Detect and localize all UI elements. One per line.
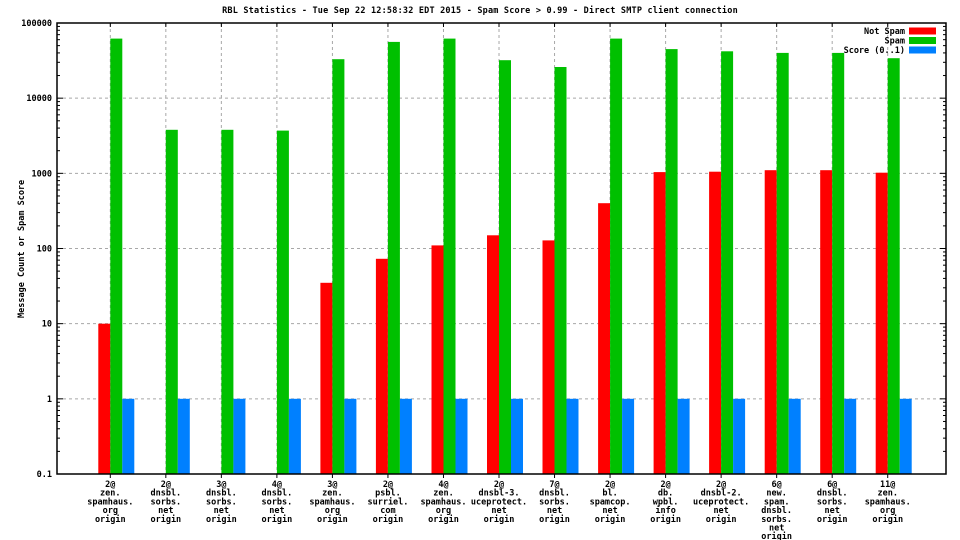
bar-spam <box>165 129 178 475</box>
bar-score-0-1 <box>566 398 579 474</box>
bar-spam <box>776 52 789 475</box>
bar-not-spam <box>542 240 555 474</box>
x-category-label: 7@ dnsbl. sorbs. net origin <box>539 480 570 525</box>
bar-score-0-1 <box>788 398 801 474</box>
legend-label-spam: Spam <box>885 37 905 47</box>
bar-spam <box>665 49 678 474</box>
x-category-label: 3@ zen. spamhaus. org origin <box>309 480 355 525</box>
x-category-label: 2@ dnsbl-3. uceprotect. net origin <box>471 480 527 525</box>
bar-not-spam <box>764 170 777 474</box>
bar-score-0-1 <box>288 398 301 474</box>
bar-not-spam <box>709 171 722 474</box>
y-tick-label: 10 <box>42 320 52 330</box>
legend-label-score-0-1: Score (0..1) <box>844 46 905 56</box>
x-category-label: 6@ new. spam. dnsbl. sorbs. net origin <box>761 480 792 540</box>
y-tick-label: 1 <box>47 395 52 405</box>
bar-score-0-1 <box>677 398 690 474</box>
y-tick-label: 1000 <box>32 169 52 179</box>
x-category-label: 2@ dnsbl. sorbs. net origin <box>150 480 181 525</box>
y-tick-label: 100000 <box>21 19 52 29</box>
bar-spam <box>387 41 400 475</box>
y-tick-label: 100 <box>37 245 52 255</box>
x-category-label: 2@ db. wpbl. info origin <box>650 480 681 525</box>
x-category-label: 2@ bl. spamcop. net origin <box>590 480 631 525</box>
bar-score-0-1 <box>177 398 190 474</box>
bar-score-0-1 <box>122 398 135 474</box>
x-category-label: 4@ zen. spamhaus. org origin <box>420 480 466 525</box>
y-tick-label: 10000 <box>26 94 52 104</box>
bar-score-0-1 <box>899 398 912 474</box>
x-category-label: 3@ dnsbl. sorbs. net origin <box>206 480 237 525</box>
bar-spam <box>221 129 234 475</box>
bar-spam <box>499 60 511 474</box>
x-category-label: 2@ zen. spamhaus. org origin <box>87 480 133 525</box>
bar-score-0-1 <box>733 398 746 474</box>
bar-spam <box>332 59 345 474</box>
bar-score-0-1 <box>511 398 523 474</box>
bar-not-spam <box>375 258 388 474</box>
bar-not-spam <box>598 203 611 474</box>
bar-spam <box>276 130 289 474</box>
x-category-label: 2@ dnsbl-2. uceprotect. net origin <box>693 480 749 525</box>
bar-spam <box>554 67 567 474</box>
bar-not-spam <box>875 172 888 474</box>
bar-not-spam <box>431 245 444 474</box>
y-tick-label: 0.1 <box>37 470 52 480</box>
legend-swatch-spam <box>909 37 936 44</box>
x-category-label: 4@ dnsbl. sorbs. net origin <box>262 480 293 525</box>
bar-spam <box>610 38 623 474</box>
legend-label-not-spam: Not Spam <box>864 27 905 37</box>
x-category-label: 11@ zen. spamhaus. org origin <box>865 480 911 525</box>
bar-spam <box>832 52 845 475</box>
bar-score-0-1 <box>844 398 857 474</box>
bar-not-spam <box>320 282 333 474</box>
legend-swatch-score-0-1 <box>909 46 936 54</box>
chart-title: RBL Statistics - Tue Sep 22 12:58:32 EDT… <box>222 6 738 16</box>
bar-not-spam <box>98 323 111 474</box>
legend-swatch-not-spam <box>909 27 936 35</box>
x-category-label: 2@ psbl. surriel. com origin <box>367 480 408 525</box>
x-category-label: 6@ dnsbl. sorbs. net origin <box>817 480 848 525</box>
bar-score-0-1 <box>233 398 246 474</box>
bar-score-0-1 <box>344 398 357 474</box>
bar-score-0-1 <box>455 398 468 474</box>
bar-not-spam <box>487 235 499 474</box>
bar-spam <box>721 51 734 475</box>
bar-score-0-1 <box>622 398 635 474</box>
bar-not-spam <box>820 170 833 474</box>
bar-spam <box>887 58 900 474</box>
bar-spam <box>110 38 123 474</box>
bar-spam <box>443 38 456 474</box>
bar-score-0-1 <box>399 398 412 474</box>
bar-not-spam <box>653 172 666 474</box>
